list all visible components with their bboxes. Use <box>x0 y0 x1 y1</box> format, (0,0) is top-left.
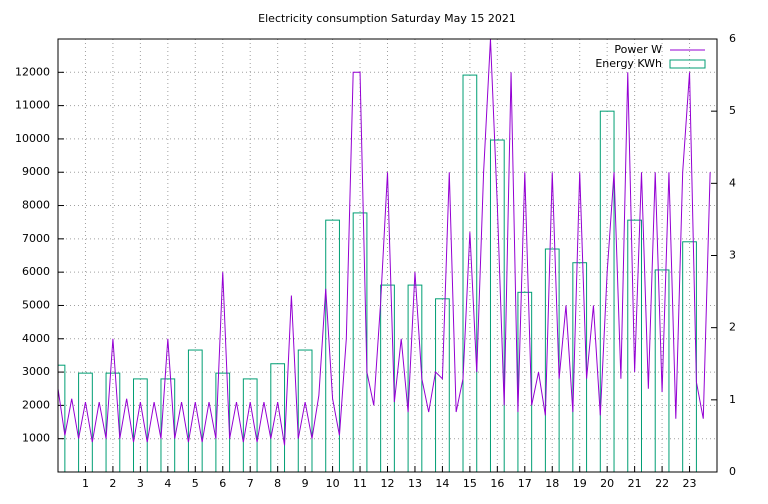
x-tick-label: 12 <box>381 477 395 490</box>
x-tick-label: 6 <box>219 477 226 490</box>
energy-box <box>462 74 478 472</box>
energy-box <box>160 378 176 472</box>
energy-box <box>352 212 368 472</box>
x-tick-label: 11 <box>353 477 367 490</box>
energy-box <box>599 110 615 472</box>
y-tick-label: 5000 <box>22 298 50 311</box>
x-tick-label: 13 <box>408 477 422 490</box>
y-tick-label: 2000 <box>22 398 50 411</box>
x-tick-label: 21 <box>628 477 642 490</box>
energy-box <box>682 241 697 472</box>
energy-box <box>654 269 670 472</box>
energy-box <box>435 298 450 472</box>
y-tick-label: 10000 <box>15 132 50 145</box>
x-tick-label: 8 <box>274 477 281 490</box>
y2-tick-label: 0 <box>729 465 736 478</box>
x-tick-label: 23 <box>683 477 697 490</box>
x-tick-label: 19 <box>573 477 587 490</box>
legend-label: Energy KWh <box>595 57 662 70</box>
x-tick-label: 20 <box>600 477 614 490</box>
x-tick-label: 9 <box>302 477 309 490</box>
x-tick-label: 14 <box>435 477 449 490</box>
y-tick-label: 1000 <box>22 432 50 445</box>
y2-tick-label: 5 <box>729 104 736 117</box>
energy-box <box>187 349 203 472</box>
y-tick-label: 9000 <box>22 165 50 178</box>
chart-title: Electricity consumption Saturday May 15 … <box>258 12 516 25</box>
x-tick-label: 15 <box>463 477 477 490</box>
energy-box <box>544 248 560 472</box>
y-tick-label: 7000 <box>22 232 50 245</box>
energy-box <box>489 139 505 472</box>
power-line <box>58 39 711 446</box>
x-tick-label: 16 <box>490 477 504 490</box>
energy-box <box>270 363 286 472</box>
legend-label: Power W <box>614 43 662 56</box>
y-tick-label: 3000 <box>22 365 50 378</box>
x-tick-label: 7 <box>247 477 254 490</box>
y-tick-label: 6000 <box>22 265 50 278</box>
plot-frame <box>57 38 718 473</box>
energy-box <box>627 219 642 472</box>
y2-tick-label: 4 <box>729 176 736 189</box>
x-tick-label: 3 <box>137 477 144 490</box>
energy-box <box>242 378 258 472</box>
energy-box <box>380 284 395 472</box>
x-tick-label: 18 <box>545 477 559 490</box>
energy-box <box>517 291 533 472</box>
x-tick-label: 17 <box>518 477 532 490</box>
x-tick-label: 2 <box>109 477 116 490</box>
y-tick-label: 12000 <box>15 65 50 78</box>
x-tick-label: 4 <box>164 477 171 490</box>
y-tick-label: 11000 <box>15 99 50 112</box>
y-tick-label: 4000 <box>22 332 50 345</box>
y2-tick-label: 6 <box>729 32 736 45</box>
x-tick-label: 5 <box>192 477 199 490</box>
x-tick-label: 1 <box>82 477 89 490</box>
y2-tick-label: 1 <box>729 393 736 406</box>
x-tick-label: 10 <box>326 477 340 490</box>
legend-swatch <box>669 59 706 69</box>
energy-box <box>325 219 340 472</box>
plot-area <box>58 39 711 472</box>
energy-box <box>133 378 148 472</box>
y-tick-label: 8000 <box>22 199 50 212</box>
energy-box <box>297 349 313 472</box>
y2-tick-label: 2 <box>729 321 736 334</box>
x-tick-label: 22 <box>655 477 669 490</box>
y2-tick-label: 3 <box>729 249 736 262</box>
